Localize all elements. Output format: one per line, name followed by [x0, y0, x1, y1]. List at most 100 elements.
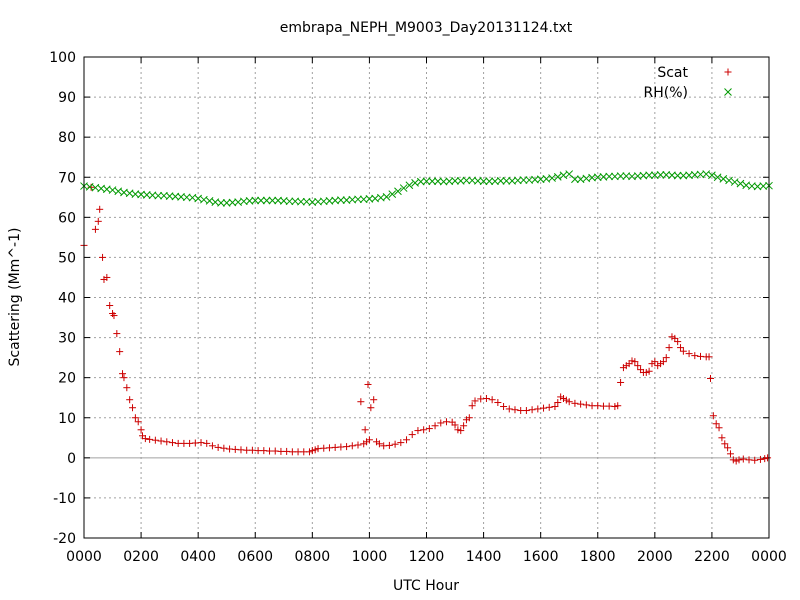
rh-point — [605, 172, 614, 181]
scat-point — [431, 422, 439, 430]
scat-point — [403, 436, 411, 444]
rh-point — [645, 171, 653, 180]
scat-point — [113, 330, 121, 338]
scat-point — [123, 384, 131, 392]
y-tick-label: -20 — [53, 531, 76, 547]
scat-point — [120, 374, 128, 382]
x-tick-label: 1600 — [523, 549, 559, 565]
scat-point — [522, 407, 530, 415]
y-tick-label: -10 — [53, 491, 76, 507]
scat-point — [420, 426, 428, 434]
scat-point — [628, 357, 636, 365]
scat-point — [106, 302, 114, 310]
scat-point — [761, 455, 769, 463]
rh-point — [725, 176, 733, 185]
scat-point — [137, 426, 145, 434]
rh-point — [388, 190, 397, 198]
scat-point — [706, 374, 714, 382]
scat-point — [691, 352, 699, 360]
scat-point — [665, 344, 673, 352]
rh-point — [485, 177, 494, 186]
scat-point — [361, 426, 369, 434]
scat-point — [674, 338, 682, 346]
scat-point — [157, 437, 165, 445]
scat-point — [397, 439, 405, 447]
scat-point — [94, 217, 102, 225]
series-scat — [80, 183, 772, 465]
rh-point — [399, 184, 408, 192]
scat-point — [367, 404, 375, 412]
y-tick-label: 10 — [58, 411, 76, 427]
legend-label-scat: Scat — [657, 65, 688, 81]
y-tick-label: 40 — [58, 291, 76, 307]
scat-point — [460, 422, 468, 430]
scat-point — [685, 350, 693, 358]
scat-point — [163, 438, 171, 446]
rh-point — [268, 196, 277, 205]
scat-point — [357, 398, 365, 406]
y-tick-label: 60 — [58, 210, 76, 226]
rh-point — [553, 172, 562, 181]
scat-point — [457, 427, 465, 435]
rh-point — [656, 170, 665, 179]
rh-point — [479, 177, 488, 186]
scat-point — [739, 455, 747, 463]
y-axis-label: Scattering (Mm^-1) — [7, 228, 23, 367]
x-tick-label: 0200 — [123, 549, 159, 565]
scat-point — [571, 399, 579, 407]
scat-point — [721, 440, 729, 448]
x-tick-label: 0800 — [295, 549, 331, 565]
scat-point — [756, 455, 764, 463]
scat-point — [99, 253, 107, 261]
scat-point — [662, 354, 670, 362]
scat-point — [560, 395, 567, 403]
grid-lines — [84, 57, 769, 538]
scat-point — [385, 441, 393, 449]
rh-point — [730, 178, 739, 186]
rh-point — [736, 179, 745, 188]
scat-point — [220, 444, 228, 452]
scat-point — [540, 404, 548, 412]
x-tick-label: 2200 — [694, 549, 730, 565]
rh-point — [337, 196, 345, 204]
scat-point — [642, 368, 650, 376]
scat-point — [203, 439, 211, 447]
scat-point — [465, 414, 473, 422]
rh-point — [394, 187, 402, 196]
y-tick-label: 0 — [67, 451, 76, 467]
scat-point — [712, 420, 720, 428]
scat-point — [528, 406, 536, 414]
rh-point — [217, 199, 225, 207]
scat-point — [551, 403, 559, 411]
plot-frame — [83, 56, 770, 539]
x-tick-label: 0600 — [237, 549, 273, 565]
scat-point — [119, 370, 127, 378]
scat-point — [116, 348, 124, 356]
x-tick-label: 0400 — [180, 549, 216, 565]
scat-point — [365, 436, 373, 444]
rh-point — [462, 176, 471, 185]
scat-point — [134, 418, 142, 426]
legend-marker-rh — [724, 88, 732, 96]
legend-label-rh: RH(%) — [644, 85, 688, 101]
scat-point — [565, 398, 573, 406]
rh-point — [428, 177, 437, 186]
legend-marker — [724, 88, 732, 96]
chart-title: embrapa_NEPH_M9003_Day20131124.txt — [280, 20, 573, 36]
scat-point — [471, 397, 479, 405]
scat-point — [488, 396, 496, 404]
scat-point — [679, 347, 687, 355]
rh-point — [719, 174, 728, 183]
scat-point — [348, 442, 356, 450]
legend: Scat RH(%) — [644, 65, 732, 101]
scat-point — [511, 406, 519, 414]
scat-point — [677, 344, 685, 352]
rh-point — [502, 177, 511, 185]
y-tick-label: 20 — [58, 371, 76, 387]
scat-point — [718, 434, 726, 442]
scat-point — [425, 425, 433, 433]
scat-point — [614, 402, 622, 410]
scat-point — [129, 404, 137, 412]
rh-point — [262, 196, 271, 205]
